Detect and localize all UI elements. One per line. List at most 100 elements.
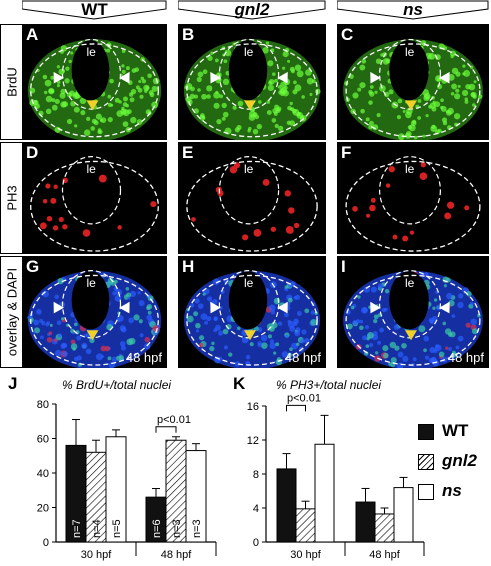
- arrowhead-icon: [210, 301, 221, 314]
- arrowhead-icon: [86, 330, 99, 341]
- lumen-label: le: [244, 44, 254, 59]
- y-tick-label: 0: [43, 537, 49, 549]
- arrowhead-icon: [86, 100, 99, 111]
- n-label: n=5: [111, 519, 123, 538]
- stage-label: 48 hpf: [125, 350, 162, 365]
- bar-ns: [393, 487, 414, 543]
- legend-item-gnl2: gnl2: [418, 451, 491, 473]
- legend-label: WT: [442, 421, 469, 440]
- legend-item-ns: ns: [418, 481, 491, 503]
- significance-label: p<0.01: [157, 414, 191, 426]
- panel-letter: F: [341, 143, 352, 162]
- bar-ns: [185, 450, 207, 543]
- panel-letter: I: [341, 257, 346, 276]
- panel-letter-k: K: [233, 374, 246, 393]
- arrowhead-icon: [119, 301, 130, 314]
- legend-label: ns: [442, 481, 462, 500]
- bar-gnl2: [295, 508, 316, 543]
- significance-label: p<0.01: [287, 392, 321, 404]
- arrowhead-icon: [244, 330, 256, 341]
- legend-label: gnl2: [442, 451, 477, 470]
- lumen-label: le: [86, 276, 96, 291]
- panel-letter: C: [341, 25, 354, 44]
- significance-bracket: [286, 404, 306, 412]
- y-tick-label: 8: [253, 469, 259, 481]
- row-label-brdu: BrdU: [0, 24, 22, 140]
- column-header-label: gnl2: [234, 0, 270, 19]
- column-header-label: ns: [403, 0, 423, 19]
- arrowhead-icon: [53, 71, 64, 84]
- y-tick-label: 20: [37, 503, 49, 515]
- x-tick-label: 30 hpf: [81, 549, 113, 561]
- arrowhead-icon: [210, 71, 221, 84]
- lumen-label: le: [405, 44, 415, 59]
- panel-letter: D: [26, 143, 39, 162]
- y-tick-label: 12: [247, 435, 259, 447]
- n-label: n=4: [91, 519, 103, 538]
- column-header-label: WT: [81, 0, 108, 19]
- arrowhead-icon: [277, 301, 288, 314]
- row-label-ph3: PH3: [0, 142, 22, 254]
- lumen-label: le: [405, 162, 415, 177]
- legend-swatch-black: [418, 424, 434, 440]
- panel-letter: E: [182, 143, 194, 162]
- arrowhead-icon: [277, 71, 288, 84]
- lumen-label: le: [244, 162, 254, 177]
- bar-ns: [314, 443, 335, 543]
- x-tick-label: 48 hpf: [161, 549, 193, 561]
- panel-letter: A: [26, 25, 39, 44]
- arrowhead-icon: [405, 330, 417, 341]
- n-label: n=7: [71, 519, 83, 538]
- panel-letter-j: J: [8, 374, 18, 393]
- n-label: n=6: [151, 519, 163, 538]
- arrowhead-icon: [439, 71, 450, 84]
- y-tick-label: 40: [37, 468, 49, 480]
- legend-item-wt: WT: [418, 421, 491, 443]
- chart-title-j: % BrdU+/total nuclei: [62, 378, 172, 392]
- lumen-label: le: [244, 276, 254, 291]
- arrowhead-icon: [53, 301, 64, 314]
- row-label-text: PH3: [4, 185, 19, 211]
- n-label: n=3: [171, 519, 183, 538]
- column-header-wt: WT: [22, 0, 167, 20]
- bar-chart-ph3: 0 4 8 12 16 30 hpf p<0.01 48 hpf: [247, 392, 425, 561]
- bar-wt: [355, 501, 376, 543]
- arrowhead-icon: [439, 301, 450, 314]
- bar-chart-brdu: 0 20 40 60 80 n=7 n=4 n=5 30 hpf n=6 n=3 n=3 48 hpf p…: [37, 399, 217, 561]
- x-tick-label: 48 hpf: [369, 549, 401, 561]
- y-tick-label: 0: [253, 537, 259, 549]
- stage-label: 48 hpf: [447, 350, 484, 365]
- lumen-label: le: [86, 162, 96, 177]
- legend-swatch-hatched: [418, 454, 434, 470]
- arrowhead-icon: [244, 100, 256, 111]
- significance-bracket: [155, 426, 177, 433]
- bar-gnl2: [374, 513, 395, 543]
- bar-wt: [276, 468, 297, 543]
- chart-title-k: % PH3+/total nuclei: [276, 378, 382, 392]
- y-tick-label: 80: [37, 399, 49, 411]
- row-label-text: BrdU: [4, 67, 19, 97]
- row-label-text: overlay & DAPI: [4, 267, 19, 357]
- y-tick-label: 4: [253, 503, 259, 515]
- panel-letter: H: [182, 257, 195, 276]
- panel-letter: G: [26, 257, 40, 276]
- column-header-gnl2: gnl2: [178, 0, 326, 20]
- panel-letter: B: [182, 25, 195, 44]
- column-header-ns: ns: [337, 0, 489, 20]
- arrowhead-icon: [119, 71, 130, 84]
- arrowhead-icon: [370, 71, 381, 84]
- arrowhead-icon: [370, 301, 381, 314]
- lumen-label: le: [405, 276, 415, 291]
- row-label-overlay: overlay & DAPI: [0, 256, 22, 368]
- y-tick-label: 60: [37, 434, 49, 446]
- stage-label: 48 hpf: [284, 350, 321, 365]
- lumen-label: le: [86, 44, 96, 59]
